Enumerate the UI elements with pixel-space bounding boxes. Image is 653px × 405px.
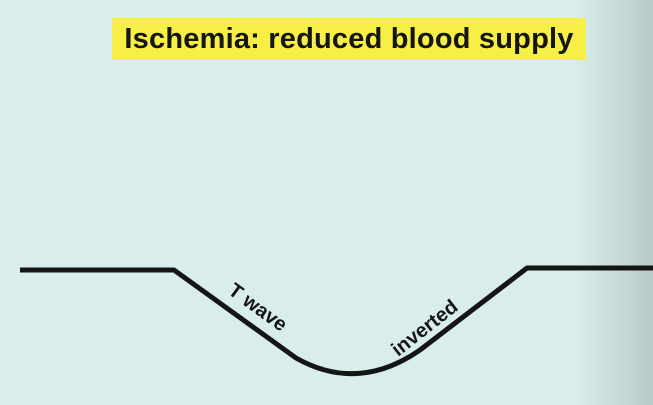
title-highlight: Ischemia: reduced blood supply bbox=[112, 18, 586, 60]
ecg-trace-line bbox=[20, 265, 653, 377]
slide-title: Ischemia: reduced blood supply bbox=[124, 22, 574, 55]
